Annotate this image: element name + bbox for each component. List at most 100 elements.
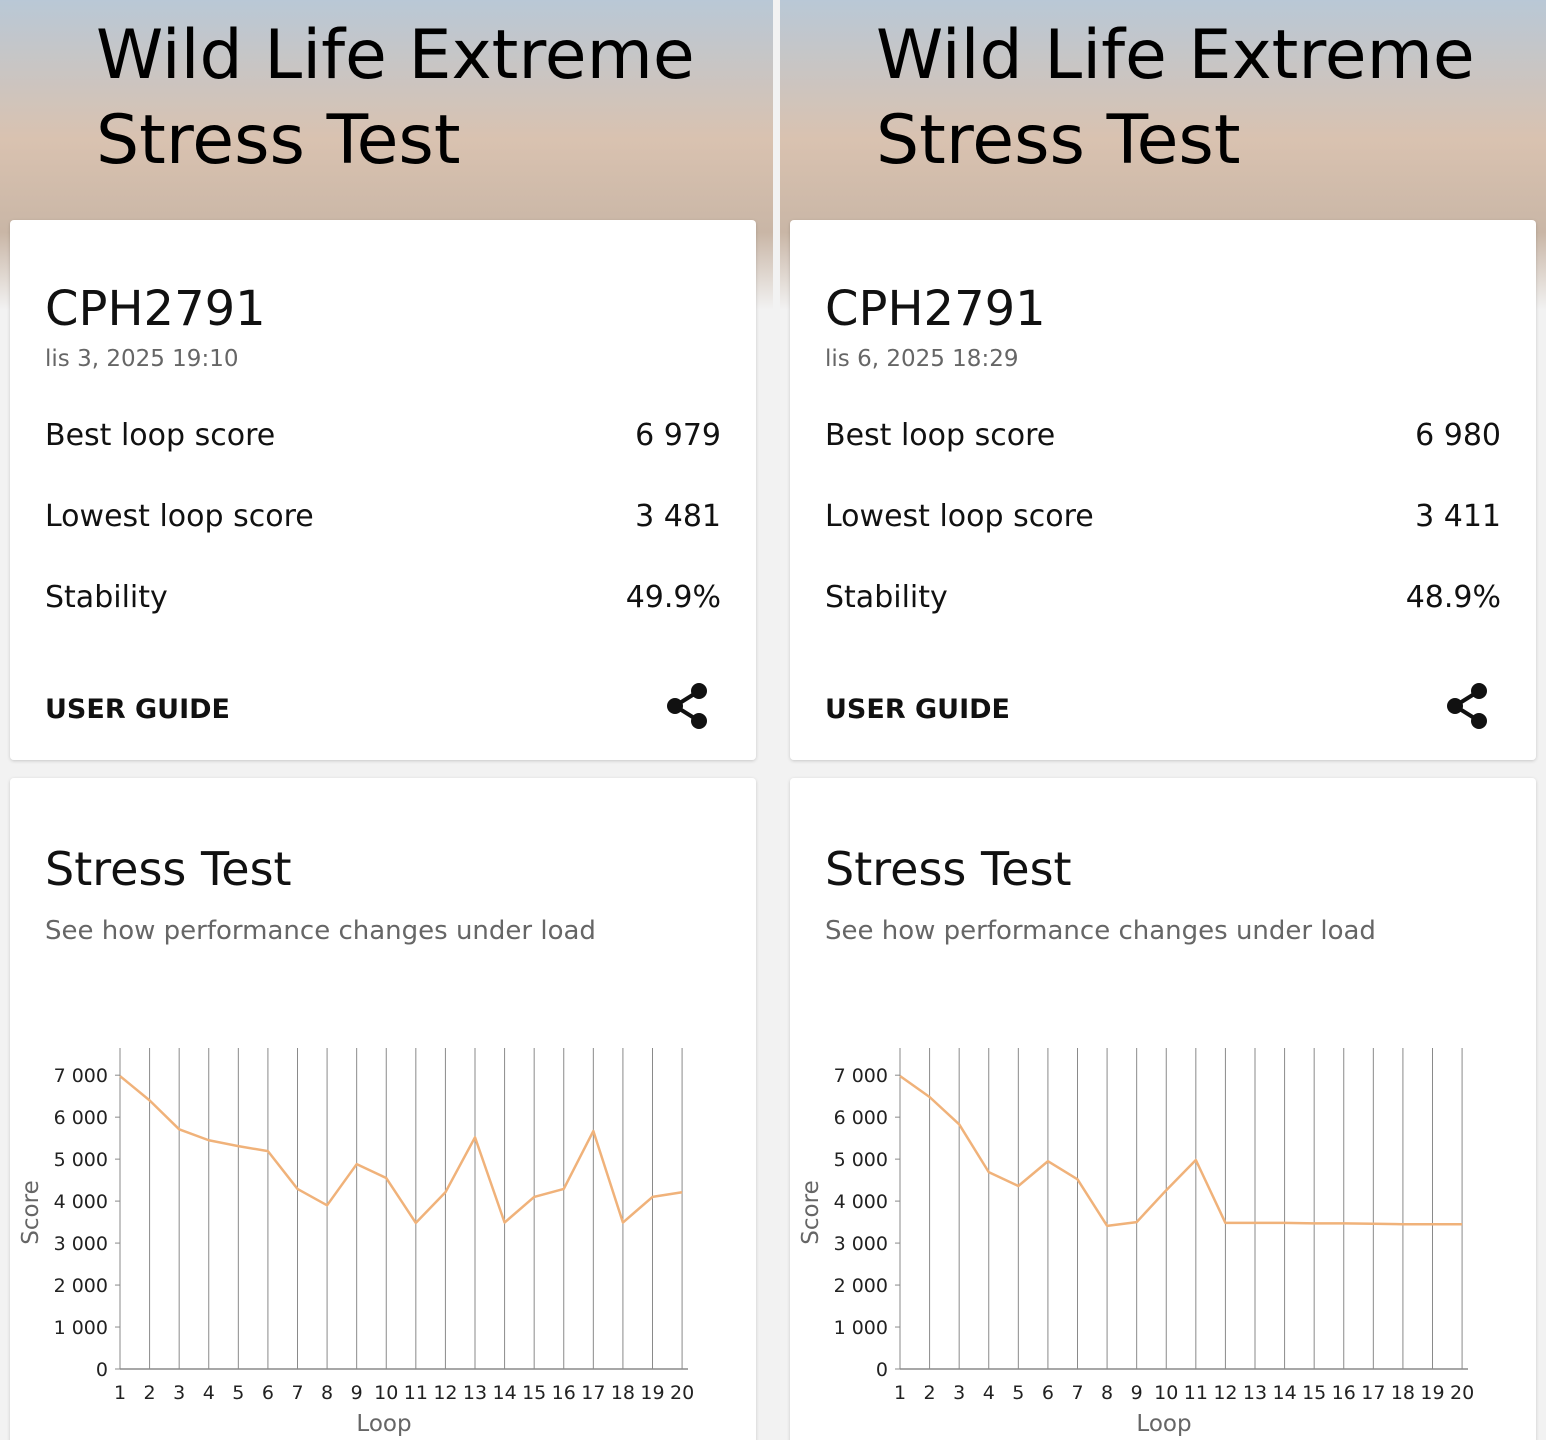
row-value: 49.9% xyxy=(626,580,721,615)
y-tick-label: 1 000 xyxy=(834,1317,888,1339)
stress-card xyxy=(790,778,1536,1440)
stress-title: Stress Test xyxy=(45,842,292,896)
y-tick-label: 7 000 xyxy=(834,1065,888,1087)
y-tick-label: 3 000 xyxy=(54,1233,108,1255)
result-date: lis 3, 2025 19:10 xyxy=(45,346,238,372)
x-tick-label: 8 xyxy=(321,1382,333,1404)
row-value: 3 411 xyxy=(1415,499,1501,534)
share-button[interactable] xyxy=(1447,683,1487,729)
share-icon-dot xyxy=(691,683,707,699)
share-icon-dot xyxy=(667,698,683,714)
y-tick-label: 0 xyxy=(96,1359,108,1381)
y-tick-label: 2 000 xyxy=(834,1275,888,1297)
x-tick-label: 2 xyxy=(144,1382,156,1404)
y-tick-label: 0 xyxy=(876,1359,888,1381)
x-tick-label: 8 xyxy=(1101,1382,1113,1404)
x-tick-label: 17 xyxy=(581,1382,605,1404)
stress-card xyxy=(10,778,756,1440)
x-tick-label: 18 xyxy=(1391,1382,1415,1404)
stress-title: Stress Test xyxy=(825,842,1072,896)
result-date: lis 6, 2025 18:29 xyxy=(825,346,1018,372)
x-tick-label: 14 xyxy=(492,1382,516,1404)
share-icon-dot xyxy=(691,713,707,729)
stress-subtitle: See how performance changes under load xyxy=(45,916,596,946)
row-label: Best loop score xyxy=(825,418,1055,453)
x-axis-title: Loop xyxy=(1136,1411,1191,1437)
header-title: Stress Test xyxy=(876,101,1241,180)
x-tick-label: 6 xyxy=(1042,1382,1054,1404)
x-tick-label: 1 xyxy=(894,1382,906,1404)
x-tick-label: 16 xyxy=(1332,1382,1356,1404)
x-tick-label: 19 xyxy=(640,1382,664,1404)
stress-subtitle: See how performance changes under load xyxy=(825,916,1376,946)
user-guide-link[interactable]: USER GUIDE xyxy=(825,694,1010,725)
y-tick-label: 5 000 xyxy=(834,1149,888,1171)
share-icon-dot xyxy=(1471,713,1487,729)
row-value: 6 980 xyxy=(1415,418,1501,453)
y-tick-label: 5 000 xyxy=(54,1149,108,1171)
series-line xyxy=(899,1075,1463,1228)
row-label: Lowest loop score xyxy=(825,499,1094,534)
y-axis-title: Score xyxy=(18,1180,44,1244)
x-tick-label: 20 xyxy=(670,1382,694,1404)
x-tick-label: 20 xyxy=(1450,1382,1474,1404)
device-name: CPH2791 xyxy=(825,281,1046,337)
row-label: Stability xyxy=(825,580,948,615)
row-value: 6 979 xyxy=(635,418,721,453)
x-tick-label: 14 xyxy=(1272,1382,1296,1404)
x-tick-label: 10 xyxy=(1154,1382,1178,1404)
x-tick-label: 11 xyxy=(404,1382,428,1404)
row-value: 3 481 xyxy=(635,499,721,534)
x-tick-label: 5 xyxy=(1012,1382,1024,1404)
x-tick-label: 18 xyxy=(611,1382,635,1404)
x-tick-label: 12 xyxy=(1213,1382,1237,1404)
y-tick-label: 6 000 xyxy=(834,1107,888,1129)
x-tick-label: 13 xyxy=(463,1382,487,1404)
x-tick-label: 13 xyxy=(1243,1382,1267,1404)
x-tick-label: 15 xyxy=(522,1382,546,1404)
x-tick-label: 4 xyxy=(983,1382,995,1404)
x-tick-label: 5 xyxy=(232,1382,244,1404)
x-tick-label: 11 xyxy=(1184,1382,1208,1404)
y-tick-label: 1 000 xyxy=(54,1317,108,1339)
y-tick-label: 3 000 xyxy=(834,1233,888,1255)
header-title: Stress Test xyxy=(96,101,461,180)
header-title: Wild Life Extreme xyxy=(96,16,695,95)
x-tick-label: 19 xyxy=(1420,1382,1444,1404)
x-tick-label: 1 xyxy=(114,1382,126,1404)
device-name: CPH2791 xyxy=(45,281,266,337)
x-tick-label: 9 xyxy=(1131,1382,1143,1404)
x-tick-label: 12 xyxy=(433,1382,457,1404)
result-card xyxy=(790,220,1536,760)
series-line xyxy=(119,1075,683,1225)
x-tick-label: 9 xyxy=(351,1382,363,1404)
y-axis-title: Score xyxy=(798,1180,824,1244)
share-icon-dot xyxy=(1447,698,1463,714)
x-tick-label: 6 xyxy=(262,1382,274,1404)
y-tick-label: 7 000 xyxy=(54,1065,108,1087)
row-label: Best loop score xyxy=(45,418,275,453)
y-tick-label: 2 000 xyxy=(54,1275,108,1297)
share-icon-dot xyxy=(1471,683,1487,699)
x-tick-label: 3 xyxy=(173,1382,185,1404)
x-tick-label: 2 xyxy=(924,1382,936,1404)
row-label: Stability xyxy=(45,580,168,615)
y-tick-label: 6 000 xyxy=(54,1107,108,1129)
y-tick-label: 4 000 xyxy=(834,1191,888,1213)
header-title: Wild Life Extreme xyxy=(876,16,1475,95)
x-tick-label: 15 xyxy=(1302,1382,1326,1404)
x-tick-label: 7 xyxy=(1071,1382,1083,1404)
x-tick-label: 16 xyxy=(552,1382,576,1404)
row-label: Lowest loop score xyxy=(45,499,314,534)
user-guide-link[interactable]: USER GUIDE xyxy=(45,694,230,725)
x-tick-label: 7 xyxy=(291,1382,303,1404)
x-tick-label: 4 xyxy=(203,1382,215,1404)
y-tick-label: 4 000 xyxy=(54,1191,108,1213)
result-card xyxy=(10,220,756,760)
x-tick-label: 3 xyxy=(953,1382,965,1404)
x-tick-label: 10 xyxy=(374,1382,398,1404)
x-axis-title: Loop xyxy=(356,1411,411,1437)
share-button[interactable] xyxy=(667,683,707,729)
